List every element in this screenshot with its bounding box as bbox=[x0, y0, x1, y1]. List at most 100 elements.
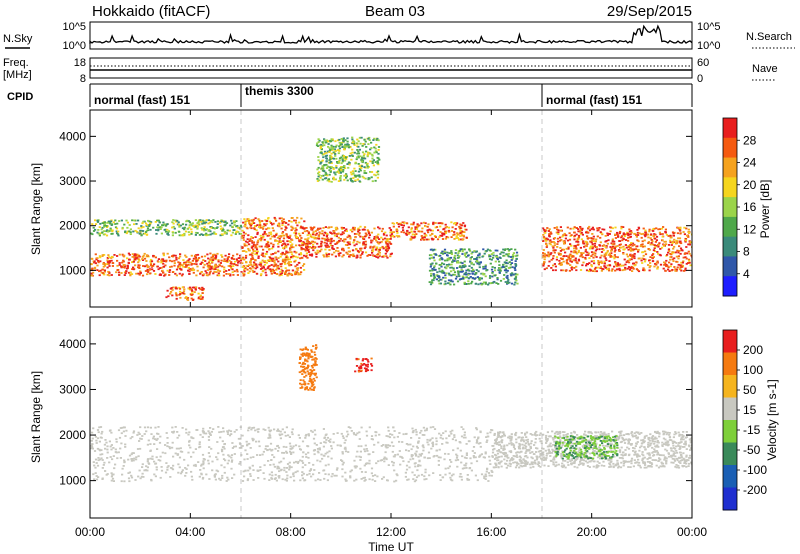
power-cell bbox=[599, 256, 602, 259]
power-cell bbox=[616, 262, 619, 264]
velocity-cell bbox=[171, 426, 174, 429]
power-cell bbox=[391, 235, 394, 237]
power-cell bbox=[337, 252, 340, 255]
power-cell bbox=[553, 263, 556, 265]
power-cell bbox=[288, 220, 291, 222]
power-cell bbox=[468, 250, 472, 252]
power-cell bbox=[352, 241, 355, 244]
power-cell bbox=[593, 245, 596, 247]
power-cell bbox=[142, 265, 145, 267]
power-cell bbox=[237, 260, 241, 263]
power-cell bbox=[337, 250, 340, 253]
power-cell bbox=[294, 255, 297, 258]
velocity-cell bbox=[299, 459, 302, 462]
power-cell bbox=[260, 254, 263, 256]
power-cell bbox=[117, 271, 121, 274]
velocity-cell bbox=[289, 450, 292, 453]
power-cell bbox=[486, 248, 489, 251]
power-cell bbox=[167, 295, 170, 298]
velocity-cell bbox=[221, 474, 224, 477]
power-cell bbox=[648, 230, 651, 233]
power-cell bbox=[108, 274, 111, 277]
power-cell bbox=[137, 266, 140, 269]
power-cell bbox=[103, 226, 106, 228]
power-cell bbox=[188, 268, 191, 270]
power-cell bbox=[262, 227, 265, 230]
velocity-cell bbox=[211, 469, 214, 472]
velocity-cell bbox=[259, 469, 262, 471]
power-cell bbox=[622, 233, 625, 236]
power-cell bbox=[414, 228, 417, 230]
power-cell bbox=[641, 245, 645, 248]
power-cell bbox=[312, 243, 315, 246]
power-cell bbox=[351, 141, 354, 144]
power-cell bbox=[325, 157, 328, 159]
power-cell bbox=[213, 271, 216, 273]
velocity-cell bbox=[412, 457, 415, 460]
velocity-cell bbox=[180, 471, 184, 473]
velocity-cell bbox=[364, 471, 367, 473]
power-cell bbox=[543, 268, 546, 271]
power-cell bbox=[363, 172, 366, 174]
power-cell bbox=[444, 230, 447, 233]
y-tick-label: 1000 bbox=[59, 263, 86, 277]
power-cell bbox=[309, 226, 312, 229]
velocity-cell bbox=[405, 443, 408, 445]
velocity-cell bbox=[139, 477, 142, 480]
velocity-cell bbox=[396, 453, 399, 456]
power-cell bbox=[673, 266, 676, 268]
velocity-cell bbox=[448, 472, 451, 475]
power-cell bbox=[497, 267, 501, 269]
velocity-cell bbox=[177, 471, 180, 474]
velocity-cell bbox=[111, 477, 115, 480]
velocity-cell bbox=[269, 434, 272, 437]
power-cell bbox=[583, 245, 586, 248]
velocity-cell bbox=[277, 446, 281, 449]
velocity-cell bbox=[411, 471, 414, 474]
power-cell bbox=[256, 233, 259, 236]
power-cell bbox=[136, 253, 139, 256]
velocity-cell bbox=[246, 444, 249, 447]
power-cell bbox=[233, 220, 236, 223]
power-cell bbox=[447, 258, 450, 261]
velocity-cell bbox=[241, 480, 245, 482]
power-cell bbox=[352, 177, 355, 179]
power-cell bbox=[671, 252, 674, 255]
velocity-cell bbox=[372, 451, 375, 453]
velocity-cell bbox=[433, 455, 436, 457]
power-cell bbox=[330, 152, 333, 155]
power-cell bbox=[444, 277, 447, 279]
power-cell bbox=[359, 254, 362, 257]
power-cell bbox=[574, 259, 577, 262]
velocity-cell bbox=[330, 457, 333, 460]
power-cell bbox=[282, 247, 285, 249]
velocity-cell bbox=[296, 470, 299, 473]
power-cell bbox=[338, 159, 341, 162]
power-cell bbox=[488, 254, 491, 256]
power-cell bbox=[114, 226, 118, 229]
power-cell bbox=[209, 230, 212, 233]
velocity-cell bbox=[479, 431, 482, 434]
power-cell bbox=[441, 250, 444, 253]
velocity-cell bbox=[341, 452, 344, 455]
power-cell bbox=[439, 234, 442, 237]
power-cell bbox=[648, 228, 651, 231]
power-cell bbox=[678, 228, 681, 231]
power-cell bbox=[366, 153, 369, 156]
power-cell bbox=[608, 264, 611, 267]
power-cell bbox=[635, 235, 638, 238]
power-cell bbox=[549, 231, 552, 234]
power-cell bbox=[565, 247, 568, 250]
power-cell bbox=[648, 248, 651, 251]
power-cell bbox=[439, 263, 443, 266]
power-cell bbox=[366, 155, 369, 158]
power-cell bbox=[186, 219, 189, 222]
velocity-cell bbox=[230, 467, 233, 470]
power-cell bbox=[294, 227, 297, 230]
power-cell bbox=[343, 148, 346, 151]
power-cell bbox=[502, 248, 505, 251]
power-cell bbox=[128, 230, 131, 233]
power-cell bbox=[366, 165, 369, 168]
velocity-cell bbox=[460, 475, 463, 478]
power-cell bbox=[416, 223, 419, 226]
